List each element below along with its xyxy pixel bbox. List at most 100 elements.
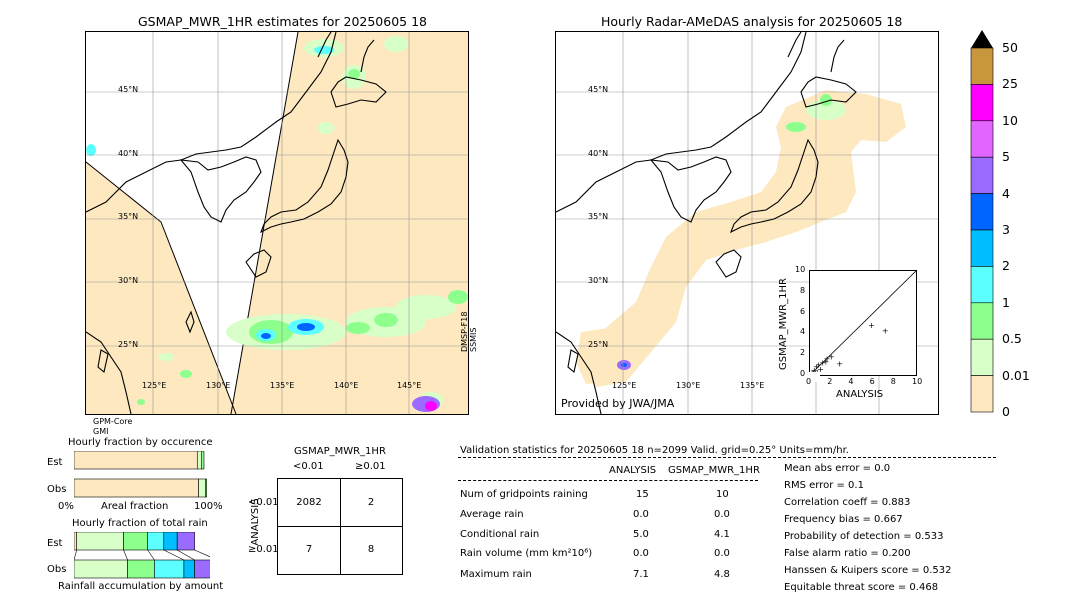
- scatter-ytick: 10: [795, 265, 806, 274]
- swath-edge-gmi: [86, 161, 237, 414]
- bar-connector: [163, 549, 185, 561]
- colorbar-tick-label: 4: [1002, 185, 1010, 201]
- stat-analysis-1: 0.0: [633, 509, 649, 520]
- stat-analysis-2: 5.0: [633, 529, 649, 540]
- scatter-point: +: [836, 360, 843, 369]
- scatter-xlabel: ANALYSIS: [836, 389, 884, 400]
- right-lat-label-40: 40°N: [588, 149, 609, 158]
- stat-analysis-3: 0.0: [633, 548, 649, 559]
- stat-label-3: Rain volume (mm km²10⁶): [460, 548, 593, 559]
- scatter-point: +: [882, 326, 889, 335]
- right-map-title: Hourly Radar-AMeDAS analysis for 2025060…: [601, 14, 903, 29]
- left-lon-label-135: 135°E: [270, 381, 295, 390]
- colorbar-tick-label: 0.5: [1002, 331, 1022, 347]
- bar-segment: [205, 478, 207, 498]
- colorbar-segment: [970, 338, 994, 376]
- bar-connector: [147, 549, 155, 561]
- contingency-row-ge: ≥0.01: [248, 544, 279, 555]
- left-coastlines: [86, 32, 387, 414]
- scatter-xtick: 8: [890, 377, 896, 386]
- sensor-label-gmi: GMI: [93, 427, 109, 436]
- colorbar-tick-label: 1: [1002, 294, 1010, 310]
- right-lat-label-25: 25°N: [588, 340, 609, 349]
- bar-segment: [74, 451, 198, 470]
- validation-col-gsmap: GSMAP_MWR_1HR: [668, 465, 760, 476]
- right-lat-label-45: 45°N: [588, 85, 609, 94]
- scatter-ytick: 4: [800, 327, 806, 337]
- score-pod: Probability of detection = 0.533: [784, 531, 944, 542]
- left-lat-label-30: 30°N: [118, 276, 139, 285]
- score-hk: Hanssen & Kuipers score = 0.532: [784, 565, 952, 576]
- score-mae: Mean abs error = 0.0: [784, 463, 891, 474]
- stat-gsmap-3: 0.0: [714, 548, 730, 559]
- analysis-area: [581, 90, 906, 387]
- bar-connector: [74, 549, 77, 561]
- bar-segment: [194, 559, 210, 579]
- scatter-ytick: 0: [800, 369, 806, 378]
- score-ets: Equitable threat score = 0.468: [784, 582, 939, 593]
- rainfrac-title: Hourly fraction of total rain: [72, 518, 208, 529]
- bar-segment: [74, 532, 77, 551]
- left-map-canvas: [86, 32, 468, 414]
- contingency-grid: 2082 2 7 8: [277, 478, 403, 575]
- bar-segment: [196, 451, 202, 470]
- contingency-cell-12: 2: [367, 497, 375, 508]
- left-lon-label-140: 140°E: [334, 381, 359, 390]
- colorbar-tick-label: 0.01: [1002, 367, 1030, 383]
- contingency-cell-22: 8: [367, 544, 375, 555]
- scatter-ytick: 8: [800, 285, 806, 295]
- bar-segment: [147, 532, 165, 551]
- rainfrac-bars: [74, 532, 210, 579]
- left-graticule: [86, 32, 468, 414]
- occurrence-xlabel: Areal fraction: [101, 501, 169, 512]
- right-lat-label-35: 35°N: [588, 212, 609, 221]
- right-map-canvas: [556, 32, 938, 414]
- rainfrac-est-label: Est: [47, 538, 63, 549]
- validation-divider-top: [458, 457, 996, 458]
- contingency-cell-21: 7: [305, 544, 313, 555]
- rainfrac-xlabel: Rainfall accumulation by amount: [58, 581, 224, 592]
- contingency-title: GSMAP_MWR_1HR: [294, 446, 386, 457]
- colorbar-tick-label: 10: [1002, 112, 1018, 128]
- colorbar-segment: [970, 266, 994, 304]
- occurrence-xtick-100: 100%: [194, 501, 223, 512]
- scatter-diagonal: [809, 270, 917, 376]
- scatter-point: +: [824, 354, 831, 363]
- provider-credit: Provided by JWA/JMA: [561, 397, 675, 410]
- colorbar-tick-label: 3: [1002, 222, 1010, 237]
- sensor-label-gpm: GPM-Core: [93, 417, 133, 426]
- bar-connector: [177, 549, 195, 561]
- bar-segment: [176, 532, 195, 551]
- scatter-ylabel: GSMAP_MWR_1HR: [778, 278, 789, 370]
- occurrence-obs-label: Obs: [47, 484, 67, 495]
- right-lon-label-135: 135°E: [740, 381, 765, 390]
- left-lat-label-40: 40°N: [118, 149, 139, 158]
- scatter-ytick: 6: [800, 306, 806, 316]
- contingency-row-lt: <0.01: [248, 497, 279, 508]
- bar-segment: [74, 478, 199, 498]
- validation-col-analysis: ANALYSIS: [609, 465, 657, 476]
- bar-segment: [163, 532, 178, 551]
- right-lon-label-125: 125°E: [612, 381, 637, 390]
- scatter-point: +: [823, 357, 830, 366]
- bar-connector: [194, 549, 210, 558]
- colorbar-segment: [970, 156, 994, 194]
- stat-label-4: Maximum rain: [460, 569, 532, 580]
- scatter-xtick: 6: [869, 377, 875, 386]
- left-lat-label-35: 35°N: [118, 212, 139, 221]
- scatter-plot: ++++++++++++++++: [808, 270, 917, 379]
- scatter-xtick: 0: [806, 377, 812, 386]
- bar-segment: [127, 559, 155, 579]
- colorbar-segment: [970, 229, 994, 267]
- left-lon-label-125: 125°E: [142, 381, 167, 390]
- scatter-point: +: [815, 361, 822, 370]
- occurrence-title: Hourly fraction by occurence: [68, 437, 213, 448]
- bar-segment: [76, 532, 124, 551]
- colorbar: [970, 30, 994, 413]
- bar-segment: [123, 532, 149, 551]
- scatter-point: +: [813, 363, 820, 372]
- scatter-ytick: 2: [800, 348, 806, 358]
- validation-divider-cols: [458, 480, 758, 481]
- score-freq-bias: Frequency bias = 0.667: [784, 514, 903, 525]
- colorbar-segment: [970, 375, 994, 413]
